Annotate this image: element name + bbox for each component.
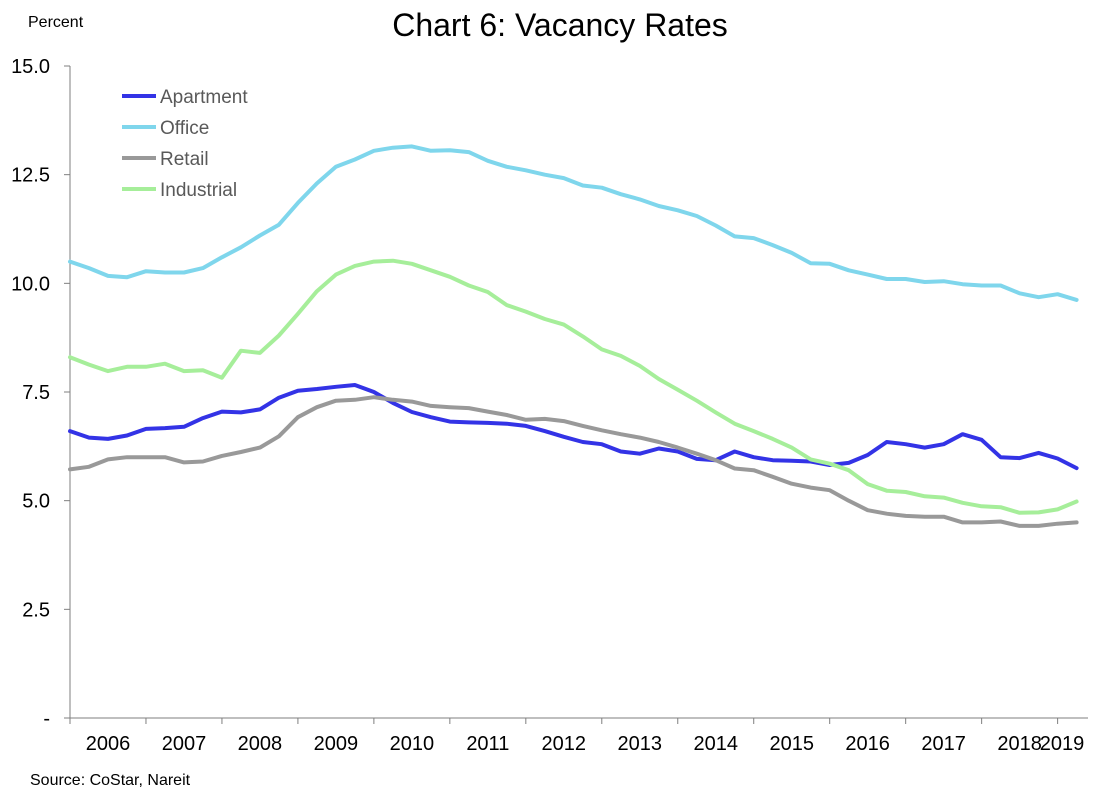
x-tick-label: 2007 [162, 733, 207, 755]
series-line-industrial [68, 258, 1079, 515]
x-tick-label: 2018 [997, 733, 1042, 755]
y-tick-label: 10.0 [11, 273, 50, 295]
x-tick-label: 2010 [390, 733, 435, 755]
y-tick-label: - [43, 708, 50, 730]
legend-label-retail: Retail [160, 149, 209, 170]
x-tick-label: 2013 [618, 733, 663, 755]
legend-label-office: Office [160, 118, 209, 139]
x-tick-label: 2017 [921, 733, 966, 755]
x-tick-label: 2012 [542, 733, 587, 755]
x-tick-label: 2019 [1040, 733, 1085, 755]
y-tick-label: 7.5 [22, 382, 50, 404]
y-tick-label: 12.5 [11, 165, 50, 187]
series-line-office [68, 144, 1079, 302]
series-lines [68, 144, 1079, 528]
x-tick-label: 2014 [693, 733, 738, 755]
legend: Apartment Office Retail Industrial [122, 87, 248, 201]
legend-label-industrial: Industrial [160, 180, 237, 201]
y-tick-label: 2.5 [22, 599, 50, 621]
x-tick-label: 2008 [238, 733, 283, 755]
series-line-retail [68, 395, 1079, 528]
x-tick-label: 2015 [769, 733, 814, 755]
chart-title: Chart 6: Vacancy Rates [392, 7, 728, 43]
y-tick-label: 15.0 [11, 56, 50, 78]
legend-label-apartment: Apartment [160, 87, 248, 108]
x-tick-label: 2009 [314, 733, 359, 755]
x-tick-label: 2016 [845, 733, 890, 755]
series-line-apartment [68, 383, 1079, 471]
x-tick-label: 2006 [86, 733, 131, 755]
axes: - 2.5 5.0 7.5 10.0 12.5 15.0 2006 2007 2008 2009 20… [11, 56, 1088, 755]
y-axis-unit: Percent [28, 14, 84, 31]
y-tick-label: 5.0 [22, 491, 50, 513]
source-note: Source: CoStar, Nareit [30, 772, 191, 789]
x-tick-label: 2011 [466, 733, 509, 755]
